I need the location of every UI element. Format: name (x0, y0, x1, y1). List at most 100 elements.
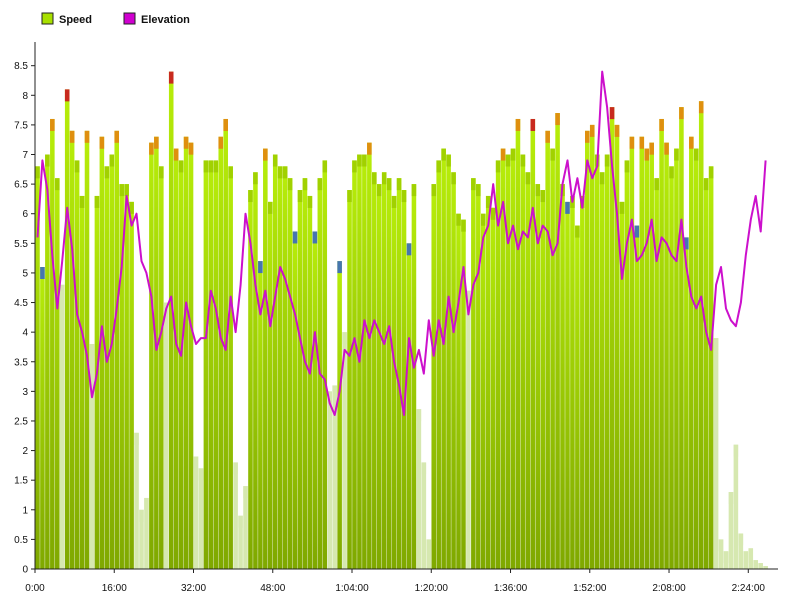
speed-bar (406, 243, 412, 569)
speed-bar (703, 178, 709, 569)
speed-bar-cap (228, 166, 233, 179)
speed-bar (738, 533, 744, 569)
speed-bar-cap (277, 166, 283, 179)
speed-bar-cap (381, 172, 387, 185)
speed-bar-cap (490, 207, 496, 220)
speed-bar-cap (684, 237, 689, 250)
speed-bar-cap (183, 136, 189, 149)
y-tick-label: 1 (22, 505, 28, 516)
speed-bar-cap (480, 213, 486, 226)
speed-bar-cap (535, 184, 541, 197)
speed-bar-cap (203, 160, 209, 173)
speed-bar-cap (302, 178, 308, 191)
speed-bar-cap (416, 409, 422, 422)
y-tick-label: 3.5 (14, 357, 28, 368)
y-tick-label: 6.5 (14, 180, 28, 191)
speed-bar (327, 391, 333, 569)
speed-bar-cap (733, 444, 739, 457)
speed-bar (228, 166, 233, 569)
speed-bar-cap (639, 136, 645, 149)
speed-bar (183, 136, 189, 569)
speed-bar-cap (520, 154, 526, 167)
speed-bar-cap (599, 172, 605, 185)
x-tick-label: 1:04:00 (335, 583, 369, 594)
speed-bar-cap (327, 391, 333, 404)
speed-bar-cap (629, 136, 635, 149)
y-tick-label: 4 (22, 328, 28, 339)
speed-bar (59, 284, 65, 569)
speed-bar (708, 166, 714, 569)
speed-bar (401, 190, 407, 570)
y-tick-label: 8.5 (14, 61, 28, 72)
speed-bar (208, 160, 214, 569)
speed-bar-cap (461, 219, 466, 232)
speed-bar (99, 136, 105, 569)
speed-bar-cap (495, 160, 501, 173)
speed-bar (193, 456, 199, 569)
speed-bar (436, 160, 441, 569)
speed-bar (342, 332, 347, 569)
speed-bar-cap (540, 190, 545, 203)
speed-bar-cap (367, 142, 372, 155)
speed-bar-cap (376, 184, 382, 197)
legend-item-speed[interactable]: Speed (41, 12, 92, 26)
speed-bar (129, 201, 134, 569)
speed-bar-cap (386, 178, 392, 191)
speed-bar (589, 124, 595, 570)
speed-bar (332, 385, 337, 569)
speed-bar (634, 225, 640, 569)
speed-bar-cap (50, 118, 55, 131)
x-axis-ticks: 0:00 16:00 32:00 48:00 1:04:00 1:20:00 1:36:00… (25, 569, 765, 594)
speed-bar (144, 497, 149, 569)
speed-bar-cap (134, 432, 139, 445)
speed-bar-cap (436, 160, 441, 173)
y-tick-label: 0 (22, 565, 28, 576)
speed-bar (119, 184, 124, 569)
speed-bar-cap (89, 343, 95, 356)
speed-bar-cap (698, 101, 704, 114)
speed-bar (693, 148, 699, 569)
speed-bar (35, 166, 40, 569)
speed-bar-cap (74, 160, 80, 173)
speed-bar-cap (426, 539, 432, 552)
speed-bar (466, 290, 471, 569)
speed-bar (629, 136, 635, 569)
y-tick-label: 2.5 (14, 416, 28, 427)
speed-bar (307, 195, 313, 569)
speed-bar (565, 201, 570, 569)
speed-bar-cap (609, 107, 615, 120)
speed-bar (188, 142, 194, 570)
x-tick-label: 2:24:00 (732, 583, 766, 594)
speed-bar-cap (664, 142, 669, 155)
speed-bar (114, 130, 120, 569)
speed-bar-cap (396, 178, 402, 191)
x-tick-label: 1:20:00 (415, 583, 449, 594)
speed-bar-cap (500, 148, 506, 161)
legend-item-elevation[interactable]: Elevation (123, 12, 190, 26)
y-tick-label: 4.5 (14, 298, 28, 309)
speed-bar (55, 178, 60, 569)
speed-bar-cap (471, 178, 476, 191)
speed-bar (253, 172, 258, 570)
speed-bar (609, 107, 615, 570)
speed-bar (124, 184, 129, 569)
speed-bar-cap (268, 201, 273, 214)
speed-bar (535, 184, 541, 569)
speed-bar-cap (287, 178, 293, 191)
speed-bar-cap (619, 201, 625, 214)
speed-bar (203, 160, 209, 569)
speed-bar-cap (79, 195, 85, 208)
speed-bar (322, 160, 328, 569)
speed-bar-cap (431, 184, 437, 197)
speed-bar (446, 154, 451, 569)
speed-bar-cap (69, 130, 75, 143)
speed-bar (134, 432, 139, 569)
speed-bar (84, 130, 90, 569)
speed-bar-cap (238, 515, 243, 528)
x-tick-label: 48:00 (260, 583, 285, 594)
speed-bar (713, 338, 719, 569)
legend: Speed Elevation (41, 12, 190, 26)
legend-elevation-label: Elevation (141, 14, 190, 26)
speed-bar-cap (263, 148, 268, 161)
y-tick-label: 8 (22, 91, 28, 102)
